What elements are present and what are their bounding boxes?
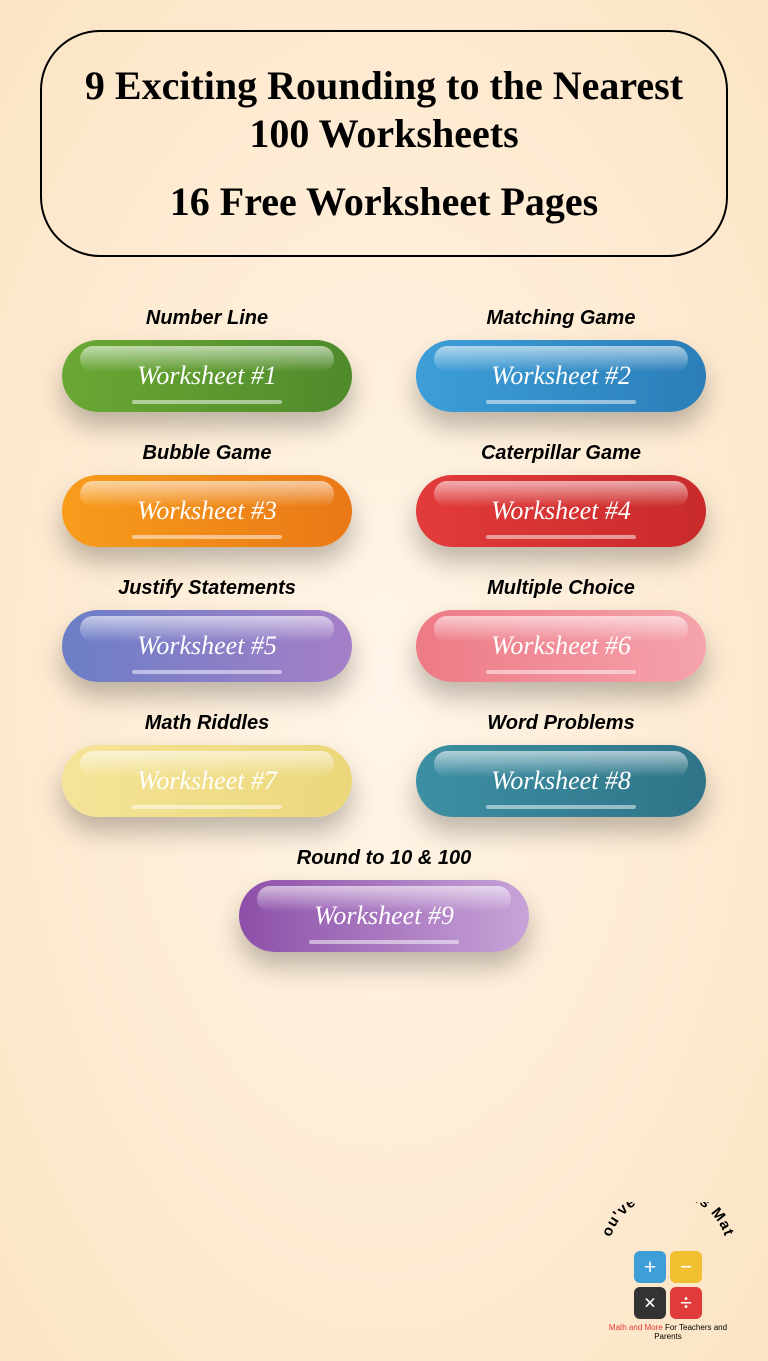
worksheet-button-label: Worksheet #6 [491,631,631,661]
worksheet-button-1[interactable]: Worksheet #1 [62,340,352,412]
worksheet-label: Number Line [146,307,268,330]
worksheet-button-label: Worksheet #2 [491,361,631,391]
worksheet-item: Math Riddles Worksheet #7 [50,712,364,817]
page-subtitle: 16 Free Worksheet Pages [82,178,686,225]
worksheet-grid: Number Line Worksheet #1 Matching Game Work… [0,257,768,952]
brand-logo: You've Got This Math +−×÷ Math and More … [598,1202,738,1341]
worksheet-button-label: Worksheet #9 [314,901,454,931]
worksheet-button-7[interactable]: Worksheet #7 [62,745,352,817]
page-title: 9 Exciting Rounding to the Nearest 100 W… [82,62,686,158]
worksheet-button-label: Worksheet #7 [137,766,277,796]
logo-op-icon: × [634,1287,666,1319]
logo-tagline: Math and More For Teachers and Parents [598,1323,738,1341]
worksheet-item: Matching Game Worksheet #2 [404,307,718,412]
worksheet-item: Caterpillar Game Worksheet #4 [404,442,718,547]
worksheet-label: Math Riddles [145,712,269,735]
logo-op-icon: ÷ [670,1287,702,1319]
worksheet-label: Word Problems [487,712,634,735]
logo-arc-svg: You've Got This Math [598,1202,738,1242]
worksheet-button-9[interactable]: Worksheet #9 [239,880,529,952]
worksheet-item: Justify Statements Worksheet #5 [50,577,364,682]
worksheet-button-label: Worksheet #3 [137,496,277,526]
worksheet-label: Matching Game [487,307,636,330]
worksheet-button-6[interactable]: Worksheet #6 [416,610,706,682]
worksheet-button-2[interactable]: Worksheet #2 [416,340,706,412]
worksheet-item: Multiple Choice Worksheet #6 [404,577,718,682]
worksheet-label: Bubble Game [143,442,272,465]
worksheet-button-label: Worksheet #1 [137,361,277,391]
worksheet-button-3[interactable]: Worksheet #3 [62,475,352,547]
worksheet-label: Caterpillar Game [481,442,641,465]
worksheet-item: Bubble Game Worksheet #3 [50,442,364,547]
worksheet-item: Word Problems Worksheet #8 [404,712,718,817]
worksheet-button-label: Worksheet #5 [137,631,277,661]
worksheet-button-5[interactable]: Worksheet #5 [62,610,352,682]
worksheet-item: Round to 10 & 100 Worksheet #9 [239,847,529,952]
logo-op-icon: + [634,1251,666,1283]
svg-text:You've Got This Math: You've Got This Math [598,1202,737,1239]
worksheet-label: Multiple Choice [487,577,635,600]
logo-op-icon: − [670,1251,702,1283]
worksheet-button-label: Worksheet #4 [491,496,631,526]
worksheet-item: Number Line Worksheet #1 [50,307,364,412]
logo-squares: +−×÷ [598,1251,738,1319]
worksheet-button-label: Worksheet #8 [491,766,631,796]
worksheet-button-8[interactable]: Worksheet #8 [416,745,706,817]
header-box: 9 Exciting Rounding to the Nearest 100 W… [40,30,728,257]
worksheet-button-4[interactable]: Worksheet #4 [416,475,706,547]
worksheet-label: Justify Statements [118,577,296,600]
worksheet-label: Round to 10 & 100 [297,847,471,870]
